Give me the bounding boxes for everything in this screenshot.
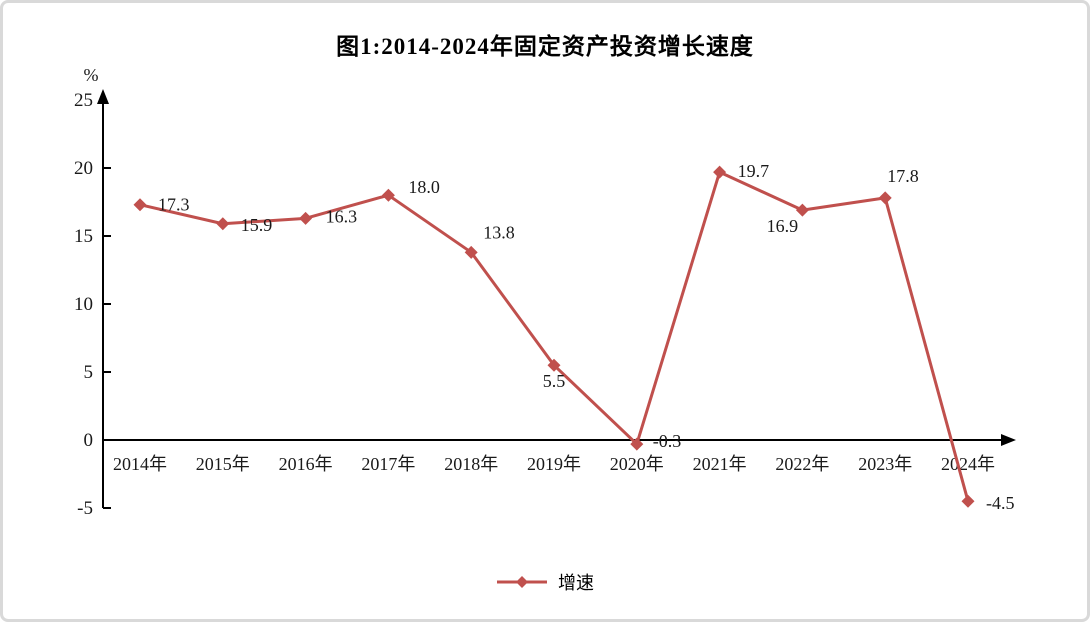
svg-text:2016年: 2016年 — [279, 454, 333, 474]
svg-text:%: % — [84, 65, 99, 85]
svg-text:2022年: 2022年 — [775, 454, 829, 474]
chart-legend: 增速 — [3, 569, 1087, 595]
svg-text:5.5: 5.5 — [543, 371, 566, 391]
svg-text:25: 25 — [74, 90, 93, 111]
svg-text:5: 5 — [84, 362, 94, 383]
svg-text:17.8: 17.8 — [887, 166, 919, 186]
svg-text:16.9: 16.9 — [767, 216, 799, 236]
svg-text:2019年: 2019年 — [527, 454, 581, 474]
svg-text:2014年: 2014年 — [113, 454, 167, 474]
svg-text:2020年: 2020年 — [610, 454, 664, 474]
legend-label: 增速 — [558, 573, 594, 593]
svg-text:2021年: 2021年 — [693, 454, 747, 474]
chart-title: 图1:2014-2024年固定资产投资增长速度 — [336, 34, 754, 59]
svg-text:18.0: 18.0 — [408, 177, 440, 197]
svg-text:16.3: 16.3 — [326, 206, 358, 226]
svg-text:17.3: 17.3 — [158, 195, 190, 215]
svg-text:2017年: 2017年 — [361, 454, 415, 474]
svg-text:-5: -5 — [77, 498, 93, 519]
svg-text:-4.5: -4.5 — [986, 493, 1015, 513]
svg-text:20: 20 — [74, 158, 93, 179]
svg-text:15.9: 15.9 — [241, 215, 272, 235]
svg-text:2015年: 2015年 — [196, 454, 250, 474]
svg-text:15: 15 — [74, 226, 93, 247]
svg-text:10: 10 — [74, 294, 93, 315]
svg-text:13.8: 13.8 — [483, 222, 515, 242]
line-chart-plot: 25 20 15 10 5 0 -5% 2014年 2015年 2016年 2017年 2018年 20… — [74, 65, 1016, 519]
svg-text:0: 0 — [84, 430, 94, 451]
svg-text:2024年: 2024年 — [941, 454, 995, 474]
svg-text:-0.3: -0.3 — [653, 431, 682, 451]
svg-text:2018年: 2018年 — [444, 454, 498, 474]
svg-text:19.7: 19.7 — [738, 161, 770, 181]
svg-text:2023年: 2023年 — [858, 454, 912, 474]
legend-line-diamond-icon — [497, 576, 547, 588]
